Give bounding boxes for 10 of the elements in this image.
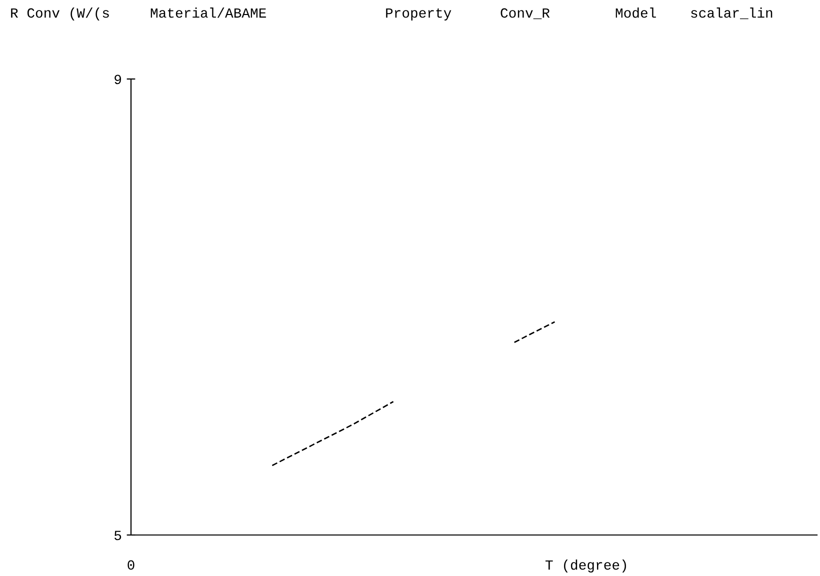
- text: scalar_lin: [691, 8, 772, 20]
- y-tick-label: 9: [114, 74, 122, 84]
- text: Property: [386, 8, 452, 20]
- text: Material/ABAME: [150, 8, 266, 18]
- text: Conv_R: [500, 8, 550, 20]
- x-axis-title: T (degree): [546, 560, 626, 572]
- text: 0: [128, 560, 134, 570]
- y-tick-label: 5: [114, 530, 122, 540]
- y-axis-title: R Conv (W/(s: [11, 8, 109, 20]
- text: Model: [616, 8, 656, 18]
